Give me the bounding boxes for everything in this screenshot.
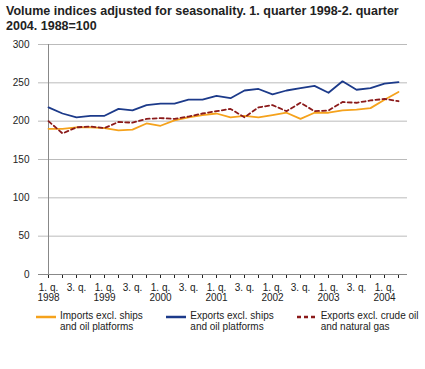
html-text:Exports excl. ships and oil pl: Exports excl. ships and oil platforms xyxy=(190,310,274,332)
svg-text:3. q.: 3. q. xyxy=(235,282,254,293)
html-text:Exports excl. crude oil and na: Exports excl. crude oil and natural gas xyxy=(320,310,419,332)
svg-text:1. q.2002: 1. q.2002 xyxy=(261,282,284,303)
svg-text:250: 250 xyxy=(13,77,30,88)
svg-text:0: 0 xyxy=(24,269,30,280)
html-text:Imports excl. ships and oil pl: Imports excl. ships and oil platforms xyxy=(60,310,143,332)
svg-text:1. q.2003: 1. q.2003 xyxy=(317,282,340,303)
svg-text:100: 100 xyxy=(13,192,30,203)
svg-text:1. q.2004: 1. q.2004 xyxy=(373,282,396,303)
svg-text:3. q.: 3. q. xyxy=(123,282,142,293)
svg-text:3. q.: 3. q. xyxy=(347,282,366,293)
svg-text:3. q.: 3. q. xyxy=(179,282,198,293)
svg-text:3. q.: 3. q. xyxy=(67,282,86,293)
svg-text:3. q.: 3. q. xyxy=(291,282,310,293)
svg-text:200: 200 xyxy=(13,115,30,126)
svg-text:50: 50 xyxy=(18,230,30,241)
svg-text:1. q.1999: 1. q.1999 xyxy=(93,282,116,303)
svg-text:150: 150 xyxy=(13,154,30,165)
html-text:Volume indices adjusted for se: Volume indices adjusted for seasonality.… xyxy=(6,4,399,33)
svg-text:1. q.2001: 1. q.2001 xyxy=(205,282,228,303)
svg-text:1. q.1998: 1. q.1998 xyxy=(37,282,60,303)
svg-text:1. q.2000: 1. q.2000 xyxy=(149,282,172,303)
svg-text:300: 300 xyxy=(13,39,30,50)
